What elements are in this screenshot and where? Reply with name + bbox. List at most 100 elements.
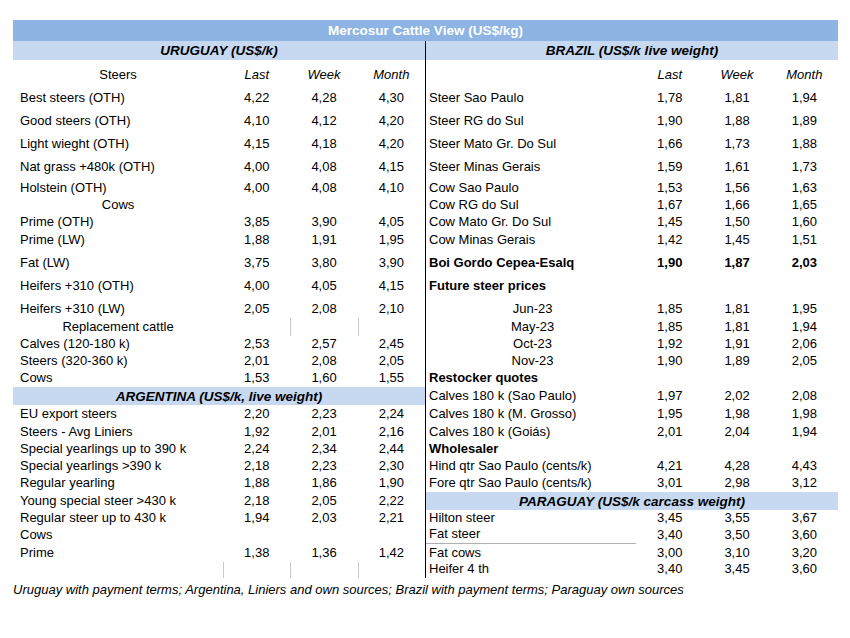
value-week [290,318,357,336]
value-month: 1,89 [771,107,838,130]
value-week: 1,50 [703,214,770,231]
column-header-month: Month [771,60,838,84]
table-row: Calves (120-180 k)2,532,572,45 [13,336,425,353]
value-week: 1,86 [290,475,357,492]
value-last: 1,59 [636,153,703,176]
row-label: Prime (LW) [13,231,223,249]
value-last: 3,45 [636,510,703,527]
value-last [636,370,703,387]
table-title: Mercosur Cattle View (US$/kg) [13,20,838,41]
row-label: Cow Mato Gr. Do Sul [426,214,636,231]
value-week: 2,04 [703,423,770,441]
table-row: Cow Sao Paulo1,531,561,63 [426,176,838,197]
row-label: Regular yearling [13,475,223,492]
value-last: 2,53 [223,336,290,353]
value-month: 3,60 [771,562,838,578]
table-row: Fat (LW)3,753,803,90 [13,249,425,272]
value-last: 4,15 [223,130,290,153]
table-row: Calves 180 k (M. Grosso)1,951,981,98 [426,405,838,423]
table-row: Fat steer3,403,503,60 [426,527,838,544]
value-month: 4,20 [358,130,425,153]
value-month: 4,10 [358,176,425,197]
column-header-last: Last [223,60,290,84]
row-label: Holstein (OTH) [13,176,223,197]
row-label: Young special steer >430 k [13,492,223,510]
row-label: Jun-23 [426,295,636,318]
row-label: Steer Minas Gerais [426,153,636,176]
value-month: 3,67 [771,510,838,527]
value-last [223,318,290,336]
table-row: Steers - Avg Liniers1,922,012,16 [13,423,425,441]
price-table: Mercosur Cattle View (US$/kg) URUGUAY (U… [13,20,838,578]
table-row: Regular steer up to 430 k1,942,032,21 [13,510,425,527]
row-label: May-23 [426,318,636,336]
value-month: 2,10 [358,295,425,318]
table-row: Calves 180 k (Sao Paulo)1,972,022,08 [426,387,838,405]
table-row: Cows1,531,601,55 [13,370,425,387]
value-last: 2,24 [223,441,290,458]
mercosur-cattle-view-sheet: Mercosur Cattle View (US$/kg) URUGUAY (U… [0,0,850,638]
row-label: Nat grass +480k (OTH) [13,153,223,176]
table-row: Steer Mato Gr. Do Sul1,661,731,88 [426,130,838,153]
value-week: 1,98 [703,405,770,423]
table-row: Wholesaler [426,441,838,458]
value-week: 4,28 [703,458,770,475]
table-row: Regular yearling1,881,861,90 [13,475,425,492]
row-label: Cow RG do Sul [426,197,636,214]
value-week: 3,80 [290,249,357,272]
value-last: 1,92 [636,336,703,353]
value-week: 1,88 [703,107,770,130]
table-row: Heifer 4 th3,403,453,60 [426,562,838,578]
value-last: 1,42 [636,231,703,249]
table-row: Prime (OTH)3,853,904,05 [13,214,425,231]
table-row: Nat grass +480k (OTH)4,004,084,15 [13,153,425,176]
value-week: 3,10 [703,544,770,562]
value-week: 4,28 [290,84,357,107]
value-last [636,272,703,295]
value-month: 3,90 [358,249,425,272]
value-month: 1,65 [771,197,838,214]
column-header-last: Last [636,60,703,84]
value-month: 2,05 [771,353,838,370]
table-row: Fat cows3,003,103,20 [426,544,838,562]
value-last: 2,05 [223,295,290,318]
value-week: 1,36 [290,544,357,562]
column-header-month: Month [358,60,425,84]
value-last: 1,90 [636,107,703,130]
value-week: 2,02 [703,387,770,405]
value-last: 3,75 [223,249,290,272]
value-month: 1,94 [771,318,838,336]
value-last: 3,40 [636,562,703,578]
row-label: Nov-23 [426,353,636,370]
value-month: 4,20 [358,107,425,130]
value-week: 3,45 [703,562,770,578]
column-header-row: LastWeekMonth [426,60,838,84]
value-week: 2,98 [703,475,770,492]
value-month: 1,55 [358,370,425,387]
value-last: 4,00 [223,176,290,197]
value-week: 1,81 [703,295,770,318]
table-row: Special yearlings >390 k2,182,232,30 [13,458,425,475]
value-month: 2,30 [358,458,425,475]
row-label: Calves 180 k (M. Grosso) [426,405,636,423]
value-week: 1,87 [703,249,770,272]
row-label: Light wieght (OTH) [13,130,223,153]
brazil-paraguay-panel: BRAZIL (US$/k live weight)LastWeekMonthS… [425,41,838,578]
row-label: Steer RG do Sul [426,107,636,130]
table-row: EU export steers2,202,232,24 [13,405,425,423]
value-month [358,197,425,214]
value-week: 3,90 [290,214,357,231]
value-last: 1,53 [636,176,703,197]
value-month: 1,95 [358,231,425,249]
value-month [771,441,838,458]
table-row: Hilton steer3,453,553,67 [426,510,838,527]
value-last: 1,85 [636,318,703,336]
row-label: Cows [13,197,223,214]
row-label: Prime [13,544,223,562]
value-month: 4,30 [358,84,425,107]
value-month: 1,88 [771,130,838,153]
table-row: Best steers (OTH)4,224,284,30 [13,84,425,107]
value-week [290,562,357,578]
table-row: Light wieght (OTH)4,154,184,20 [13,130,425,153]
value-month [358,562,425,578]
